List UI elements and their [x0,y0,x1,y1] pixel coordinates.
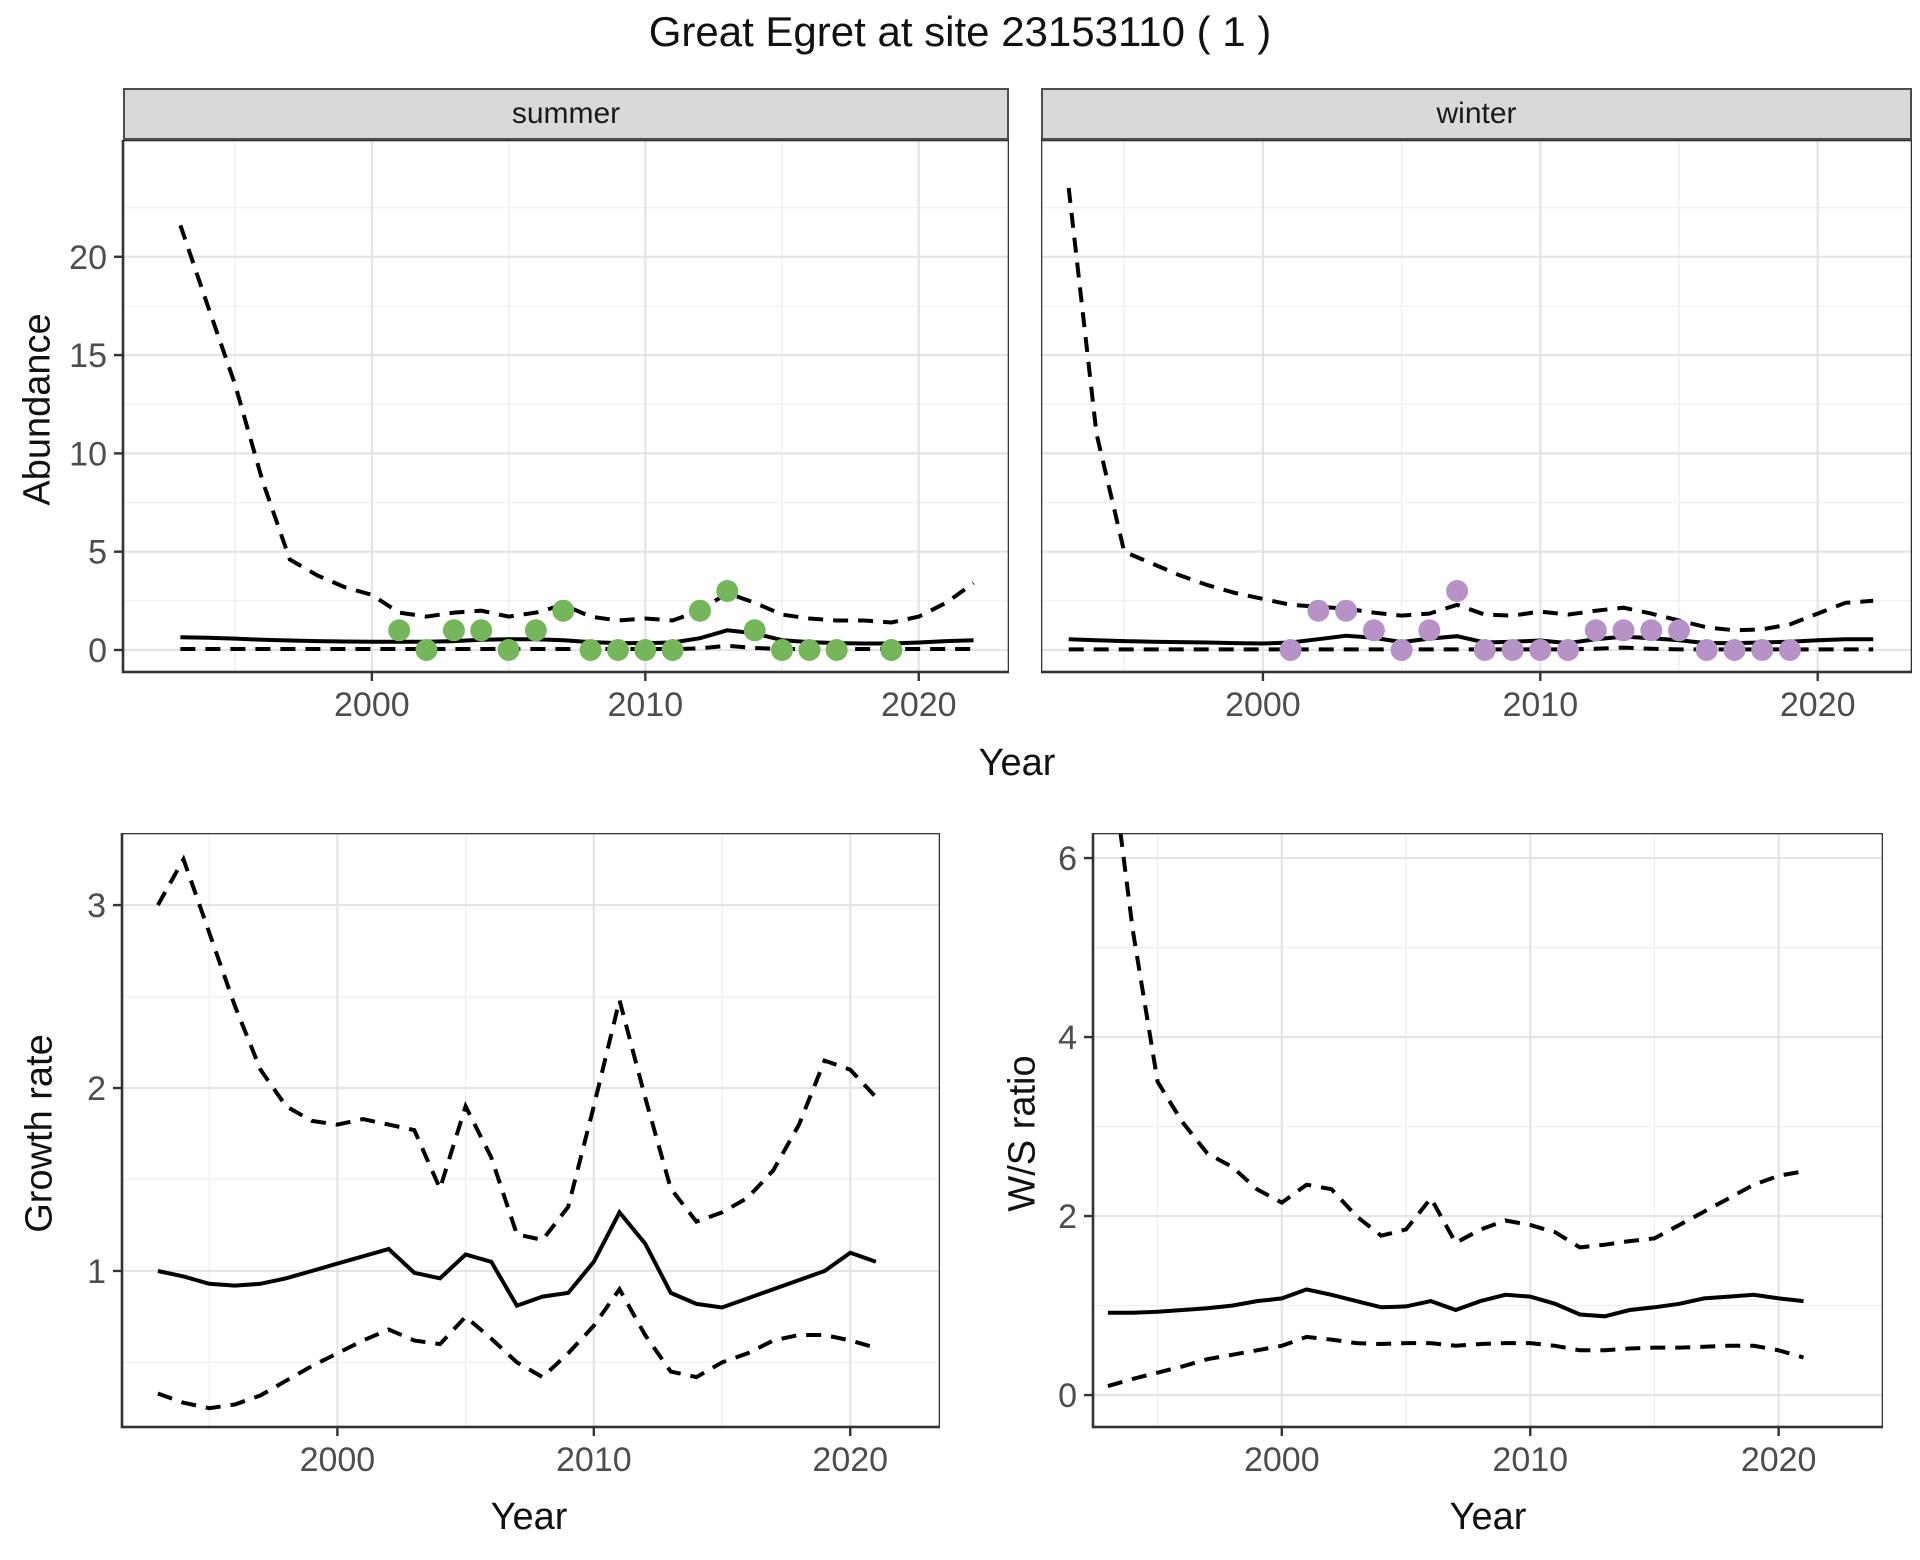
data-point [1279,639,1302,661]
x-tick-label: 2020 [1780,686,1856,724]
median-line [157,1208,877,1310]
series-group [1066,187,1874,661]
data-point [1529,639,1552,661]
data-point [1668,619,1690,642]
x-axis-title-year-growth: Year [490,1496,568,1538]
data-point [661,639,684,661]
data-point [825,639,848,661]
data-point [497,639,520,661]
y-tick-label: 6 [1058,840,1077,878]
facet-strip-summer: summer [123,88,1009,140]
data-point [524,619,547,642]
growth-rate-chart: 2000 2010 2020 1 2 3 [87,833,940,1479]
data-point [1362,619,1385,642]
lower-95ci-line [157,1285,877,1411]
ws-ratio-chart: 2000 2010 2020 0 2 4 6 [1058,833,1883,1479]
y-tick-label: 15 [69,337,107,375]
data-point [388,619,411,642]
y-axis-title-abundance: Abundance [16,313,59,506]
series-group [156,854,878,1411]
x-tick-label: 2000 [1225,686,1301,724]
x-tick-label: 2000 [300,1441,376,1479]
facet-strip-winter: winter [1041,88,1912,140]
data-point [634,639,657,661]
data-point [1307,599,1330,622]
x-tick-label: 2000 [1244,1441,1320,1479]
data-point [607,639,629,661]
x-axis-title-year-top: Year [978,742,1056,784]
data-point [470,619,493,642]
data-point [771,639,793,661]
x-axis-title-year-ws: Year [1449,1496,1527,1538]
x-tick-label: 2010 [607,686,683,724]
y-tick-label: 0 [1058,1377,1077,1415]
panel-border [1091,833,1883,1429]
panel-background [123,140,1009,672]
panel-background [122,833,940,1427]
data-point [1557,639,1579,661]
x-tick-label: 2010 [1492,1441,1568,1479]
median-line [1107,1287,1804,1319]
data-point [1695,639,1718,661]
data-point [1418,619,1441,642]
data-point [1723,639,1746,661]
panel-border [1041,140,1912,674]
data-point [1473,639,1496,661]
upper-95ci-line [178,224,975,625]
x-tick-label: 2000 [334,686,410,724]
data-point [442,619,465,642]
abundance-chart-winter: 2000 2010 2020 [1041,140,1912,724]
facet-strip-summer-label: summer [511,97,621,130]
facet-strip-winter-label: winter [1436,97,1517,130]
data-point [1640,619,1663,642]
y-tick-label: 1 [87,1253,106,1291]
data-point [579,639,602,661]
series-group [1107,833,1805,1389]
y-tick-label: 4 [1058,1019,1077,1057]
data-point [1446,580,1469,602]
data-point [743,619,766,642]
data-point [689,599,711,622]
x-tick-label: 2020 [1741,1441,1817,1479]
data-point [1335,599,1358,622]
upper-95ci-line [1118,833,1804,1250]
data-point [1778,639,1801,661]
data-point [1501,639,1524,661]
lower-95ci-line [1107,1334,1805,1389]
x-tick-label: 2020 [812,1441,888,1479]
upper-95ci-line [156,854,878,1243]
x-tick-label: 2020 [881,686,957,724]
x-tick-label: 2010 [1502,686,1578,724]
series-group [178,224,975,661]
data-point [415,639,438,661]
y-tick-label: 3 [87,887,106,925]
data-point [1390,639,1413,661]
panel-background [1093,833,1883,1427]
y-tick-label: 10 [69,435,107,473]
panel-border [120,833,940,1429]
panel-background [1041,140,1912,672]
panel-border [121,140,1009,674]
y-tick-label: 20 [69,239,107,277]
data-point [552,599,575,622]
data-point [880,639,903,661]
data-point [798,639,821,661]
data-point [1751,639,1774,661]
x-tick-label: 2010 [556,1441,632,1479]
y-tick-label: 0 [88,632,107,670]
chart-title: Great Egret at site 23153110 ( 1 ) [648,8,1272,55]
data-point [1612,619,1635,642]
y-tick-label: 2 [1058,1198,1077,1236]
lower-95ci-line [1068,645,1874,652]
data-point [716,580,739,602]
abundance-chart-summer: 2000 2010 2020 0 5 10 15 20 [69,140,1009,724]
y-tick-label: 5 [88,534,107,572]
y-tick-label: 2 [87,1070,106,1108]
data-point [1584,619,1607,642]
upper-95ci-line [1066,187,1874,633]
